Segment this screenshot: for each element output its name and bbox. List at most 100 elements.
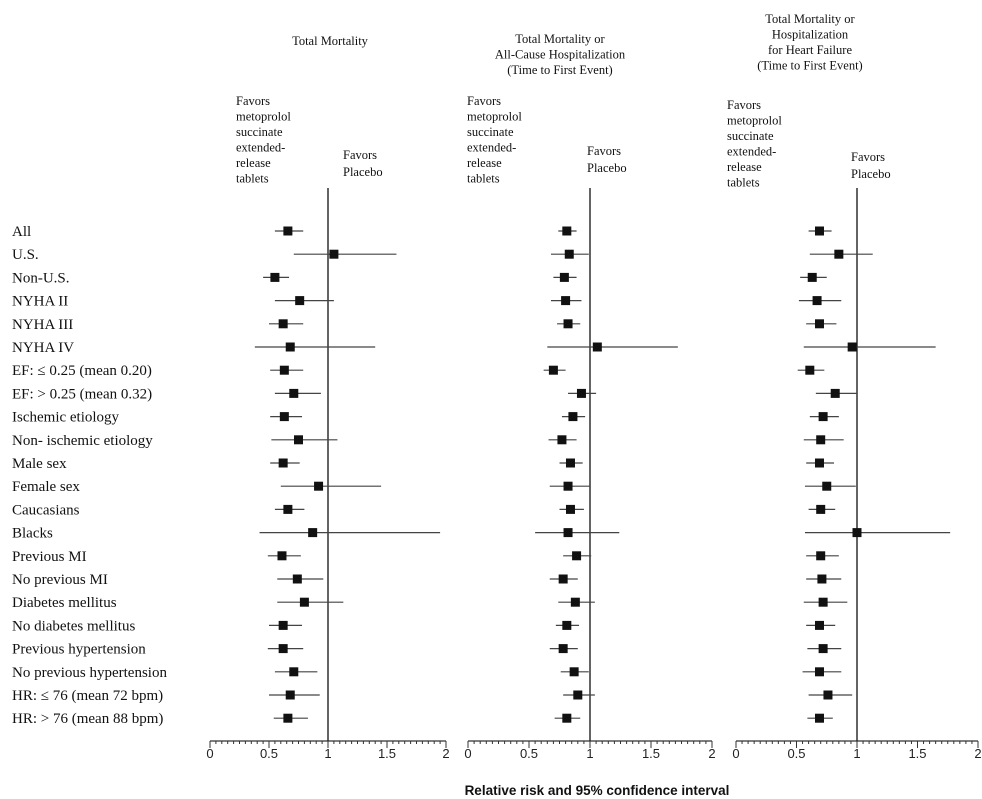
point-estimate [852,528,862,538]
favors-treatment-label: metoprolol [467,110,522,124]
point-estimate [822,481,832,491]
x-tick-label: 1.5 [642,746,660,761]
point-estimate [570,597,580,607]
point-estimate [548,365,558,375]
point-estimate [573,690,583,700]
x-tick-label: 1 [586,746,593,761]
point-estimate [569,667,579,677]
point-estimate [816,551,826,561]
point-estimate [278,319,288,329]
point-estimate [283,713,293,723]
point-estimate [565,458,575,468]
point-estimate [563,319,573,329]
favors-treatment-label: extended- [236,141,285,155]
point-estimate [565,504,575,514]
favors-placebo-label: Favors [587,144,621,158]
subgroup-label: EF: ≤ 0.25 (mean 0.20) [12,363,152,379]
point-estimate [558,574,568,584]
point-estimate [818,412,828,422]
point-estimate [817,574,827,584]
panel-title-line: Total Mortality or [515,32,605,46]
subgroup-label: NYHA IV [12,340,74,356]
point-estimate [559,272,569,282]
point-estimate [278,620,288,630]
point-estimate [314,481,324,491]
point-estimate [277,551,287,561]
forest-panel: Total Mortality Favors metoprololsuccinate… [206,34,449,761]
favors-treatment-label: succinate [467,125,514,139]
point-estimate [278,644,288,654]
subgroup-label: Previous MI [12,549,87,565]
favors-placebo-label: Favors [851,150,885,164]
point-estimate [805,365,815,375]
point-estimate [308,528,318,538]
point-estimate [576,388,586,398]
panel-title-line: (Time to First Event) [507,63,612,77]
subgroup-label: Female sex [12,479,80,495]
x-tick-label: 1 [324,746,331,761]
subgroup-label: No previous MI [12,572,108,588]
panel-title-line: Total Mortality [292,34,369,48]
x-tick-label: 1.5 [908,746,926,761]
point-estimate [562,713,572,723]
point-estimate [562,226,572,236]
point-estimate [572,551,582,561]
x-tick-label: 0.5 [787,746,805,761]
point-estimate [289,388,299,398]
favors-treatment-label: tablets [727,176,760,190]
point-estimate [814,458,824,468]
point-estimate [292,574,302,584]
favors-treatment-label: succinate [727,129,774,143]
favors-treatment-label: Favors [467,94,501,108]
point-estimate [814,319,824,329]
point-estimate [592,342,602,352]
point-estimate [294,435,303,445]
point-estimate [564,249,574,259]
x-tick-label: 0 [732,746,739,761]
subgroup-label: No previous hypertension [12,665,167,681]
subgroup-label: All [12,224,31,240]
x-tick-label: 2 [974,746,981,761]
point-estimate [295,296,305,306]
subgroup-label: Non-U.S. [12,270,70,286]
favors-treatment-label: Favors [727,98,761,112]
point-estimate [818,597,828,607]
subgroup-label: Blacks [12,526,53,542]
favors-treatment-label: extended- [727,145,776,159]
favors-treatment-label: release [236,156,271,170]
point-estimate [823,690,833,700]
subgroup-label: Ischemic etiology [12,410,120,426]
point-estimate [329,249,339,259]
favors-placebo-label: Favors [343,148,377,162]
panel-title-line: (Time to First Event) [757,59,862,73]
point-estimate [278,458,288,468]
point-estimate [816,504,826,514]
point-estimate [818,644,828,654]
point-estimate [814,226,824,236]
panel-title-line: Total Mortality or [765,12,855,26]
x-tick-label: 2 [442,746,449,761]
point-estimate [561,296,571,306]
point-estimate [816,435,826,445]
point-estimate [562,620,572,630]
subgroup-label: Male sex [12,456,67,472]
subgroup-label: EF: > 0.25 (mean 0.32) [12,386,152,402]
point-estimate [568,412,578,422]
favors-placebo-label: Placebo [343,165,383,179]
point-estimate [285,690,295,700]
x-tick-label: 1.5 [378,746,396,761]
point-estimate [270,272,280,282]
panel-title-line: Hospitalization [772,28,849,42]
point-estimate [289,667,299,677]
favors-treatment-label: Favors [236,94,270,108]
favors-placebo-label: Placebo [851,167,891,181]
favors-treatment-label: extended- [467,141,516,155]
point-estimate [279,412,289,422]
favors-treatment-label: metoprolol [236,110,291,124]
point-estimate [283,226,293,236]
x-tick-label: 0 [206,746,213,761]
point-estimate [283,504,293,514]
point-estimate [557,435,567,445]
forest-panels: Total MortalityFavorsmetoprololsuccinate… [206,12,981,761]
